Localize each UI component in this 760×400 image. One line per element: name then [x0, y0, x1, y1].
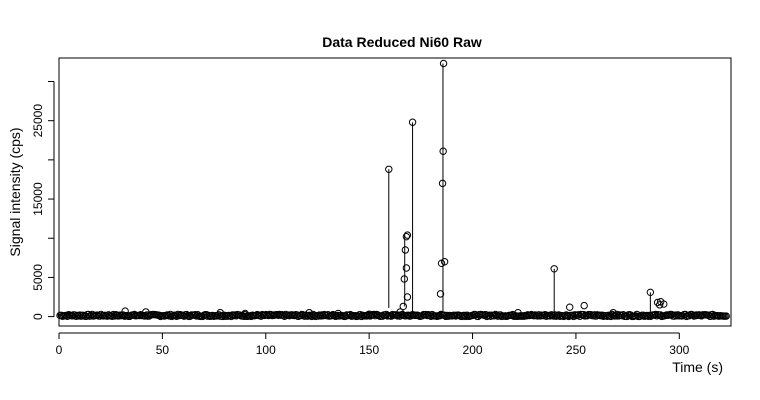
x-axis: 0 50 100 150 200 250 300 [56, 332, 690, 357]
x-tick-label: 50 [156, 343, 170, 357]
x-tick-label: 100 [256, 343, 276, 357]
data-point [365, 310, 373, 318]
data-point [401, 246, 410, 254]
data-layer [56, 59, 730, 321]
data-point [440, 258, 449, 266]
data-point [439, 59, 448, 68]
data-point [550, 265, 558, 273]
data-point [660, 300, 668, 308]
data-point [402, 232, 411, 241]
y-tick-label: 15000 [31, 182, 45, 216]
data-point [438, 179, 447, 188]
data-point [399, 302, 407, 311]
data-point [609, 308, 617, 317]
data-point [400, 275, 409, 283]
y-tick-label: 0 [31, 313, 45, 320]
y-tick-label: 25000 [31, 104, 45, 138]
data-point [305, 308, 313, 317]
data-point [403, 231, 412, 239]
x-tick-label: 250 [566, 343, 586, 357]
data-point [334, 309, 342, 318]
x-axis-label: Time (s) [672, 359, 723, 375]
plot-frame [58, 57, 732, 327]
y-tick-label: 5000 [31, 264, 45, 291]
data-point [142, 308, 150, 316]
y-axis-label: Signal intensity (cps) [7, 127, 23, 256]
x-tick-label: 0 [56, 343, 63, 357]
y-axis: 0 5000 15000 25000 [31, 81, 55, 320]
data-point [403, 293, 412, 301]
data-point [646, 288, 655, 297]
x-tick-label: 150 [359, 343, 379, 357]
x-tick-label: 300 [669, 343, 689, 357]
baseline-point [722, 312, 730, 320]
data-point [514, 308, 522, 317]
data-point [436, 290, 445, 298]
data-point [121, 307, 129, 315]
chart-title: Data Reduced Ni60 Raw [322, 34, 482, 50]
x-tick-label: 200 [463, 343, 483, 357]
data-point [580, 301, 588, 310]
data-point [655, 301, 664, 309]
data-point [408, 118, 417, 126]
data-point [402, 264, 411, 272]
data-point [216, 308, 224, 317]
data-point [396, 308, 404, 316]
data-point [241, 309, 249, 318]
data-point [566, 303, 574, 311]
data-point [439, 147, 447, 155]
data-point [385, 165, 393, 173]
